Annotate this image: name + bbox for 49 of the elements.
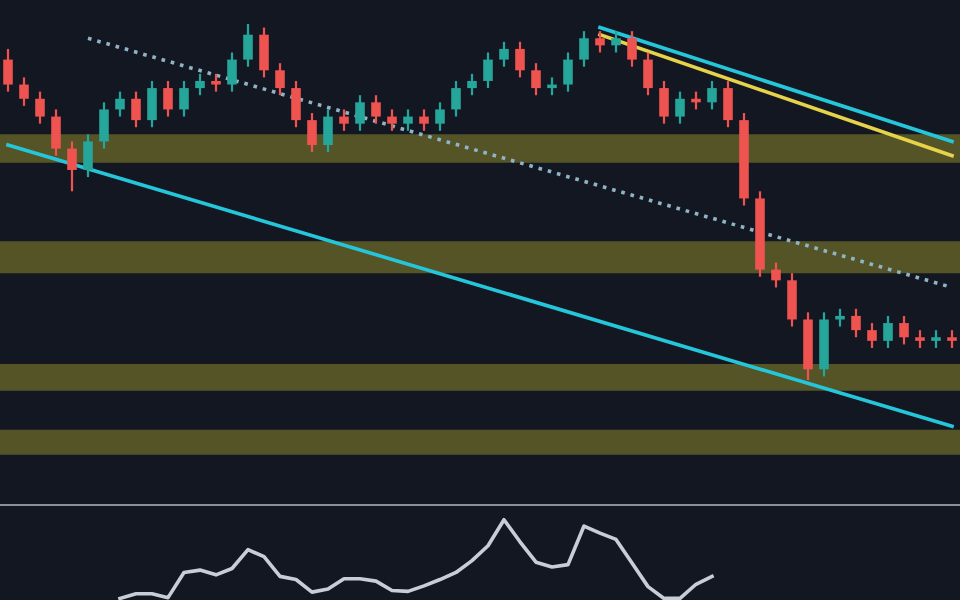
candlestick	[483, 51, 493, 90]
candlestick	[867, 321, 877, 350]
candlestick	[259, 26, 269, 79]
candlestick	[243, 22, 253, 68]
candlestick	[787, 272, 797, 328]
candlestick	[195, 72, 205, 97]
candlestick	[579, 30, 589, 68]
candlestick	[771, 261, 781, 289]
candlestick	[291, 79, 301, 129]
candlestick	[3, 47, 13, 93]
candlestick	[451, 79, 461, 118]
candlestick	[19, 76, 29, 107]
candlestick	[723, 79, 733, 129]
candlestick	[275, 62, 285, 97]
candlestick	[675, 90, 685, 125]
candlestick	[851, 307, 861, 339]
candlestick	[659, 79, 669, 125]
candlestick	[115, 90, 125, 118]
candlestick	[883, 314, 893, 350]
candlestick	[179, 79, 189, 118]
candlestick	[707, 79, 717, 111]
candlestick	[643, 51, 653, 97]
candlestick	[419, 108, 429, 132]
candlestick	[51, 108, 61, 157]
candlestick	[323, 108, 333, 154]
candlestick	[515, 40, 525, 79]
candlestick	[435, 101, 445, 132]
candlestick	[563, 51, 573, 93]
candlestick	[899, 314, 909, 346]
candlestick	[83, 133, 93, 179]
candlestick	[339, 108, 349, 132]
candlestick	[147, 79, 157, 129]
candlestick	[627, 30, 637, 68]
candlestick	[531, 62, 541, 97]
candlestick	[595, 30, 605, 54]
candlestick	[403, 108, 413, 132]
candlestick	[163, 79, 173, 118]
candlestick	[467, 72, 477, 97]
candlestick	[131, 90, 141, 129]
candlestick	[387, 108, 397, 132]
candlestick	[307, 111, 317, 154]
candlestick	[35, 90, 45, 125]
candlestick	[67, 140, 77, 193]
candlestick	[611, 30, 621, 54]
candlestick	[371, 94, 381, 125]
candlestick	[99, 101, 109, 150]
candlestick	[227, 51, 237, 93]
candlestick	[355, 94, 365, 132]
candlestick	[499, 40, 509, 68]
